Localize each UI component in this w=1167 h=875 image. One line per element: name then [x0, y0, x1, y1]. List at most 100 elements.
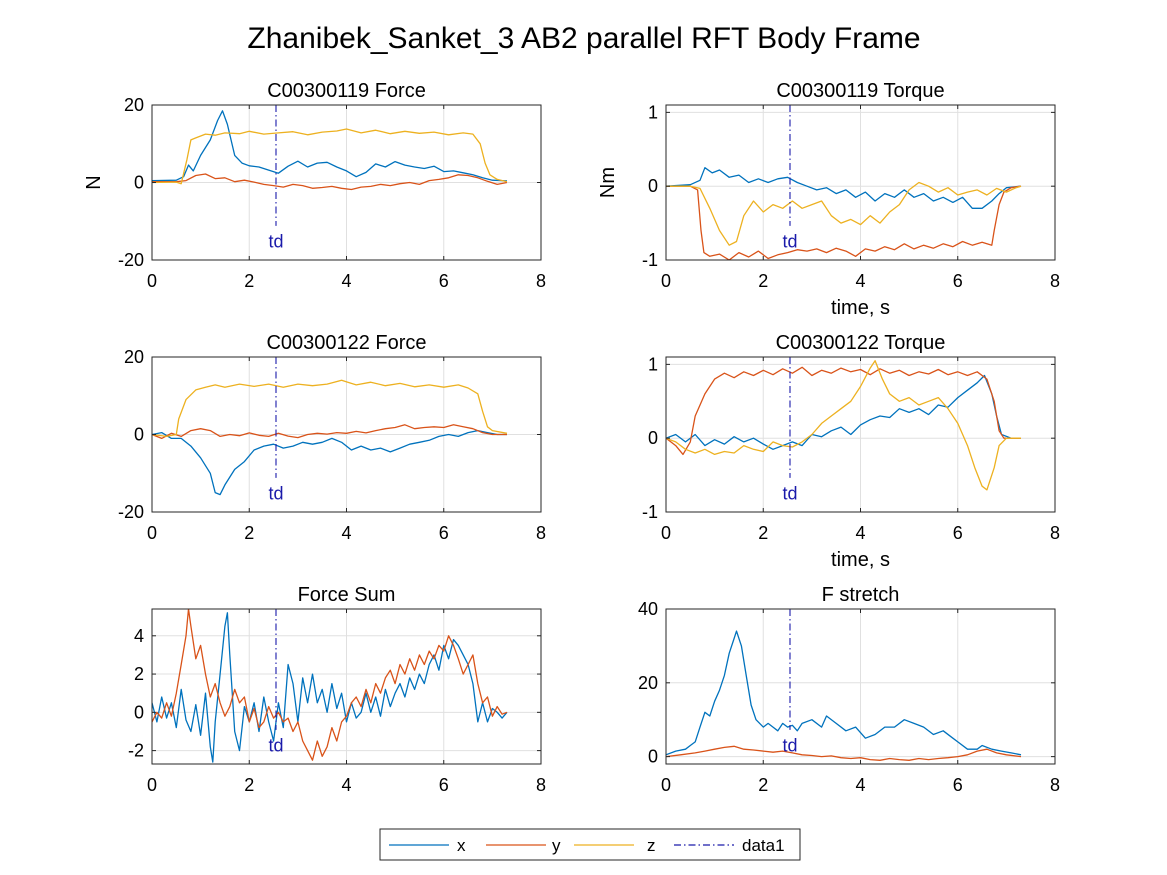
legend-label-data1: data1: [742, 836, 785, 855]
series-line-z: [152, 128, 508, 185]
x-tick-label: 2: [244, 523, 254, 543]
td-label: td: [268, 736, 283, 756]
legend-label-y: y: [552, 836, 561, 855]
series-line-z: [666, 360, 1021, 491]
x-tick-label: 8: [536, 775, 546, 795]
series-line-y: [152, 173, 508, 191]
y-tick-label: 0: [648, 176, 658, 196]
series-line-z: [152, 379, 508, 438]
series-group: [666, 105, 1022, 260]
x-tick-label: 8: [1050, 271, 1060, 291]
series-line-y: [152, 424, 507, 440]
x-tick-label: 4: [341, 775, 351, 795]
y-tick-label: -2: [128, 741, 144, 761]
td-label: td: [268, 232, 283, 252]
y-tick-label: 0: [134, 702, 144, 722]
x-tick-label: 6: [439, 271, 449, 291]
y-tick-label: 20: [124, 347, 144, 367]
y-tick-label: -20: [118, 502, 144, 522]
subplot-title: F stretch: [822, 584, 900, 606]
x-tick-label: 2: [758, 523, 768, 543]
x-tick-label: 8: [1050, 523, 1060, 543]
subplot-title: Force Sum: [298, 584, 396, 606]
y-tick-label: 20: [638, 673, 658, 693]
y-tick-label: 2: [134, 664, 144, 684]
x-tick-label: 6: [953, 775, 963, 795]
td-label: td: [782, 736, 797, 756]
x-tick-label: 0: [147, 775, 157, 795]
x-tick-label: 0: [661, 775, 671, 795]
series-group: [152, 357, 508, 496]
y-tick-label: 0: [648, 428, 658, 448]
legend: x y z data1: [379, 828, 801, 861]
y-tick-label: -1: [642, 250, 658, 270]
subplot-title: C00300122 Torque: [776, 332, 946, 354]
td-label: td: [782, 232, 797, 252]
x-tick-label: 4: [341, 271, 351, 291]
series-group: [666, 357, 1021, 491]
x-tick-label: 8: [536, 523, 546, 543]
y-tick-label: 1: [648, 102, 658, 122]
y-tick-label: 4: [134, 626, 144, 646]
series-line-y: [152, 609, 508, 761]
series-group: [152, 609, 508, 763]
series-line-x: [152, 612, 508, 763]
x-tick-label: 4: [855, 775, 865, 795]
y-tick-label: -1: [642, 502, 658, 522]
x-tick-label: 8: [536, 271, 546, 291]
subplot-6: td 0 2 4 6 8 0 20 40 F stretch: [638, 584, 1060, 795]
subplot-title: C00300119 Force: [267, 80, 426, 102]
series-line-x: [666, 167, 1022, 209]
x-tick-label: 4: [855, 271, 865, 291]
x-axis-label: time, s: [831, 297, 890, 319]
y-tick-label: 0: [134, 173, 144, 193]
series-line-x: [666, 374, 1021, 450]
y-tick-label: 1: [648, 354, 658, 374]
series-line-x: [152, 429, 507, 496]
series-line-y: [666, 366, 1021, 456]
series-line-x: [666, 630, 1022, 756]
series-line-x: [152, 110, 508, 182]
x-tick-label: 2: [758, 271, 768, 291]
legend-label-z: z: [647, 836, 656, 855]
x-tick-label: 0: [661, 271, 671, 291]
x-tick-label: 6: [953, 271, 963, 291]
x-tick-label: 6: [439, 775, 449, 795]
x-tick-label: 6: [439, 523, 449, 543]
y-axis-label: N: [83, 175, 105, 189]
subplot-title: C00300122 Force: [266, 332, 426, 354]
y-tick-label: 0: [648, 747, 658, 767]
x-tick-label: 2: [244, 271, 254, 291]
series-line-z: [666, 181, 1022, 246]
x-tick-label: 8: [1050, 775, 1060, 795]
series-group: [152, 105, 508, 226]
x-tick-label: 4: [855, 523, 865, 543]
series-group: [666, 609, 1022, 761]
x-tick-label: 0: [147, 271, 157, 291]
y-axis-label: Nm: [597, 167, 619, 198]
legend-label-x: x: [457, 836, 466, 855]
x-tick-label: 0: [661, 523, 671, 543]
figure-title: Zhanibek_Sanket_3 AB2 parallel RFT Body …: [247, 22, 920, 55]
x-tick-label: 4: [341, 523, 351, 543]
x-tick-label: 6: [953, 523, 963, 543]
y-tick-label: -20: [118, 250, 144, 270]
x-axis-label: time, s: [831, 549, 890, 571]
subplot-title: C00300119 Torque: [776, 80, 944, 102]
series-line-y: [666, 185, 1022, 260]
y-tick-label: 40: [638, 599, 658, 619]
series-line-y: [666, 745, 1022, 761]
x-tick-label: 0: [147, 523, 157, 543]
td-label: td: [782, 484, 797, 504]
y-tick-label: 20: [124, 95, 144, 115]
x-tick-label: 2: [244, 775, 254, 795]
x-tick-label: 2: [758, 775, 768, 795]
td-label: td: [268, 484, 283, 504]
